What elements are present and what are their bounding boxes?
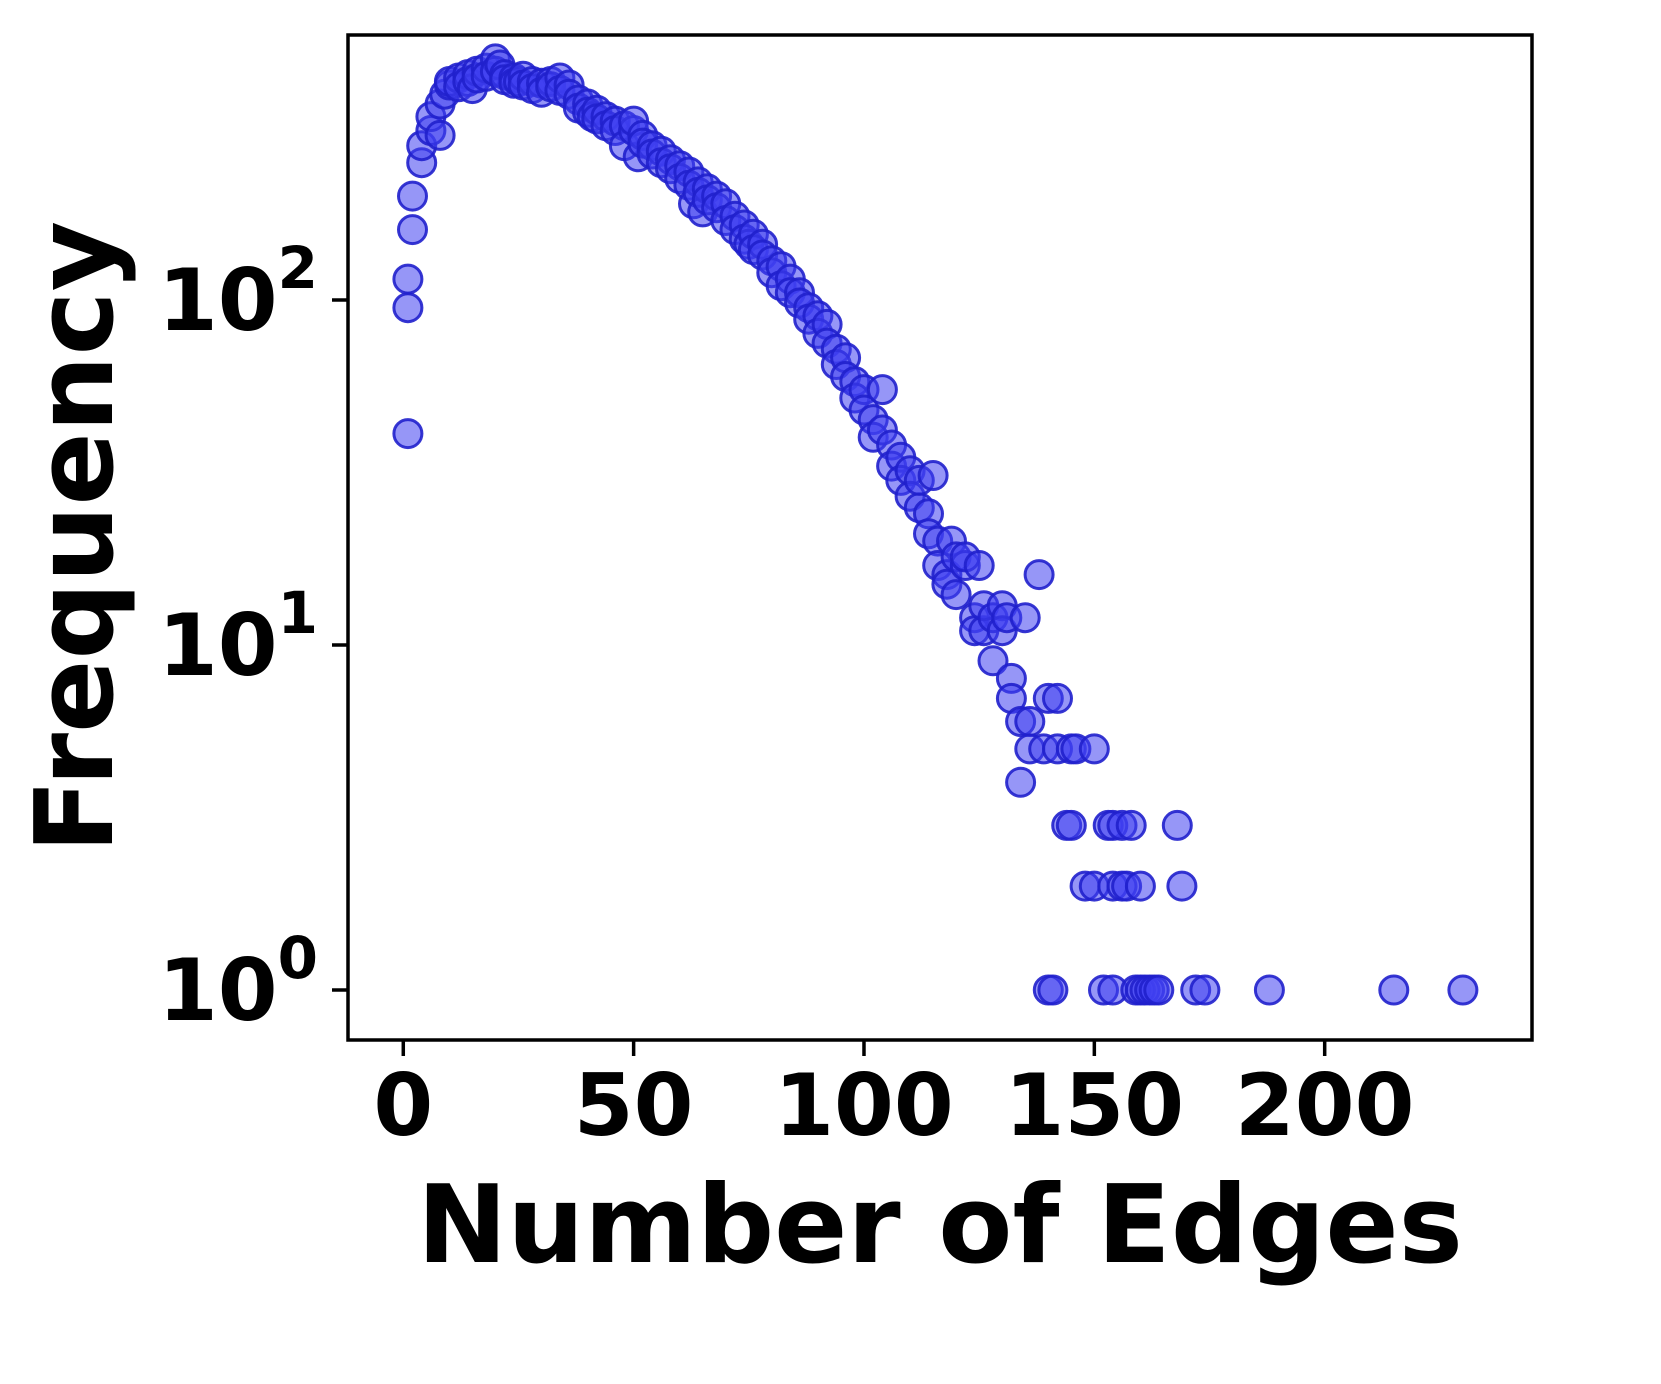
data-point — [1447, 974, 1479, 1006]
data-point — [397, 180, 428, 212]
data-point — [1161, 809, 1193, 841]
x-tick-label: 100 — [774, 1056, 954, 1156]
data-point — [392, 418, 424, 450]
data-point — [866, 374, 898, 406]
y-tick-label: 102 — [158, 234, 318, 351]
scatter-points — [392, 43, 1479, 1006]
data-point — [392, 263, 424, 295]
y-tick-label: 101 — [158, 579, 318, 696]
data-point — [1023, 559, 1055, 591]
x-tick-label: 150 — [1005, 1056, 1185, 1156]
data-point — [1055, 809, 1087, 841]
x-tick-label: 0 — [373, 1056, 433, 1156]
data-point — [1078, 733, 1110, 765]
data-point — [940, 579, 972, 611]
data-point — [1189, 974, 1221, 1006]
data-point — [392, 292, 424, 324]
y-axis-title: Frequency — [13, 221, 138, 853]
data-point — [1253, 974, 1285, 1006]
data-point — [1037, 974, 1069, 1006]
data-point — [1124, 870, 1156, 902]
data-point — [1009, 602, 1041, 634]
data-point — [1143, 974, 1175, 1006]
data-point — [1115, 809, 1147, 841]
x-tick-label: 200 — [1235, 1056, 1415, 1156]
plot-frame — [346, 33, 1534, 1042]
data-point — [1378, 974, 1410, 1006]
data-point — [424, 119, 456, 151]
data-point — [1005, 766, 1037, 798]
data-point — [977, 645, 1009, 677]
data-point — [1014, 706, 1046, 737]
x-tick-label: 50 — [574, 1056, 694, 1156]
data-point — [1166, 870, 1198, 902]
x-axis-title: Number of Edges — [417, 1163, 1463, 1288]
y-tick-label: 100 — [158, 924, 318, 1041]
data-point — [397, 214, 428, 246]
x-axis-ticks: 0 50 100 150 200 — [373, 1040, 1414, 1156]
data-point — [917, 460, 949, 491]
data-point — [963, 550, 995, 581]
data-point — [1042, 682, 1073, 714]
y-axis-ticks: 100 101 102 — [158, 234, 348, 1041]
